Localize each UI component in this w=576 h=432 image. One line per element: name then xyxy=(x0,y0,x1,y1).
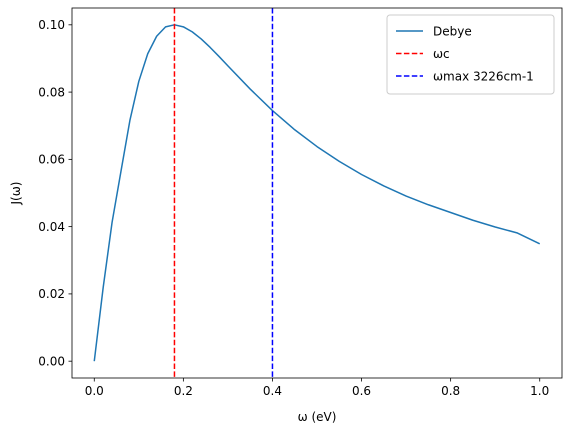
plot-area xyxy=(71,7,563,379)
x-tick-label-3: 0.6 xyxy=(352,384,371,398)
y-axis: 0.00 0.02 0.04 0.06 0.08 0.10 xyxy=(38,18,72,368)
x-tick-label-0: 0.0 xyxy=(85,384,104,398)
x-tick-label-5: 1.0 xyxy=(530,384,549,398)
y-tick-label-3: 0.06 xyxy=(38,153,65,167)
y-axis-label: J(ω) xyxy=(9,182,23,206)
legend-box xyxy=(386,14,555,95)
x-tick-label-1: 0.2 xyxy=(174,384,193,398)
x-tick-label-4: 0.8 xyxy=(441,384,460,398)
y-tick-label-1: 0.02 xyxy=(38,287,65,301)
y-tick-label-0: 0.00 xyxy=(38,354,65,368)
legend-label-0: Debye xyxy=(433,24,472,38)
legend: Debye ωc ωmax 3226cm-1 xyxy=(386,14,555,95)
series-line-0 xyxy=(93,24,541,362)
y-tick-label-2: 0.04 xyxy=(38,220,65,234)
x-axis-label: ω (eV) xyxy=(298,410,337,424)
plot-frame xyxy=(71,7,563,379)
x-axis: 0.0 0.2 0.4 0.6 0.8 1.0 xyxy=(85,378,549,398)
x-tick-label-2: 0.4 xyxy=(263,384,282,398)
y-tick-label-4: 0.08 xyxy=(38,85,65,99)
legend-label-2: ωmax 3226cm-1 xyxy=(433,69,534,83)
y-tick-label-5: 0.10 xyxy=(38,18,65,32)
legend-label-1: ωc xyxy=(433,47,450,61)
